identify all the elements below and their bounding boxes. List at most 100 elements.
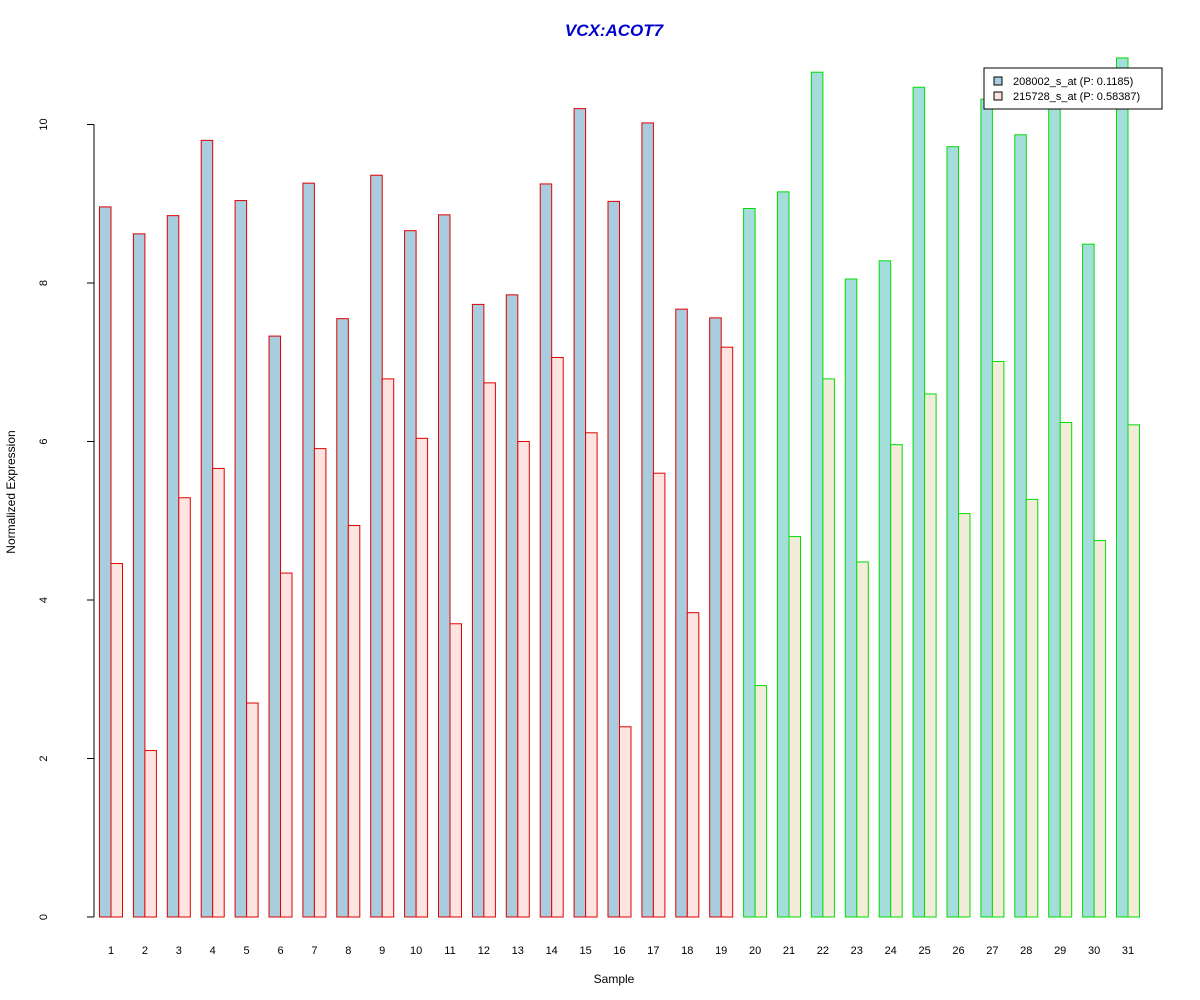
y-tick-label: 10: [38, 118, 50, 130]
bar-series-1-sample-16: [607, 200, 620, 918]
bar-series-2-sample-24: [890, 444, 903, 918]
bar-series-1-sample-17: [641, 122, 654, 918]
bar-series-1-sample-1: [99, 206, 112, 918]
x-tick-label: 7: [311, 945, 317, 957]
bar-series-1-sample-8: [336, 318, 349, 918]
x-tick-label: 1: [108, 945, 114, 957]
x-tick-label: 14: [546, 945, 558, 957]
x-tick-label: 12: [478, 945, 490, 957]
bar-series-1-sample-3: [166, 215, 180, 918]
x-tick-label: 9: [379, 945, 385, 957]
legend-label-series-1: 208002_s_at (P: 0.1185): [1013, 76, 1133, 88]
bar-series-1-sample-27: [980, 98, 993, 918]
bar-series-2-sample-23: [856, 561, 869, 918]
bar-series-1-sample-19: [709, 317, 722, 918]
x-tick-label: 11: [444, 945, 455, 957]
bar-series-1-sample-5: [234, 200, 248, 918]
x-tick-label: 25: [918, 945, 930, 957]
x-tick-label: 5: [244, 945, 250, 957]
bar-series-2-sample-2: [144, 750, 157, 918]
bar-series-1-sample-10: [404, 230, 417, 918]
x-tick-label: 24: [885, 945, 897, 957]
bar-series-2-sample-1: [110, 563, 123, 918]
y-tick-label: 2: [38, 755, 50, 761]
bar-series-1-sample-7: [302, 182, 315, 918]
x-tick-label: 20: [749, 945, 761, 957]
bar-series-2-sample-16: [619, 726, 632, 918]
bar-series-1-sample-24: [878, 260, 892, 918]
x-axis: 1 2 3 4 5 6 7 8 9 10 11 12 13 14 15 16 17 18 19 20 21 22 23 24 2…: [108, 945, 1134, 957]
x-tick-label: 6: [277, 945, 283, 957]
bar-series-2-sample-4: [212, 467, 225, 918]
legend: 208002_s_at (P: 0.1185) 215728_s_at (P: …: [983, 67, 1163, 110]
y-tick-label: 4: [38, 597, 50, 603]
x-tick-label: 16: [613, 945, 625, 957]
bar-series-1-sample-2: [132, 233, 146, 918]
bar-series-2-sample-10: [415, 437, 429, 918]
bar-series-1-sample-12: [471, 303, 485, 918]
bar-series-1-sample-9: [370, 174, 383, 918]
bar-series-2-sample-18: [686, 612, 700, 918]
x-tick-label: 29: [1054, 945, 1066, 957]
bar-series-2-sample-22: [822, 378, 835, 918]
bars-layer: [99, 57, 1140, 918]
x-tick-label: 21: [783, 945, 795, 957]
chart-title: VCX:ACOT7: [565, 21, 665, 40]
bar-series-2-sample-15: [585, 432, 598, 918]
legend-label-series-2: 215728_s_at (P: 0.58387): [1013, 91, 1140, 103]
bar-series-2-sample-17: [652, 472, 666, 918]
bar-series-1-sample-11: [438, 214, 451, 918]
bar-series-2-sample-13: [517, 441, 530, 918]
bar-series-1-sample-18: [675, 308, 688, 918]
bar-series-2-sample-3: [178, 497, 191, 918]
bar-series-2-sample-14: [551, 356, 564, 918]
x-axis-label: Sample: [594, 972, 635, 986]
bar-series-1-sample-23: [844, 278, 858, 918]
y-tick-label: 0: [38, 914, 50, 920]
bar-series-1-sample-6: [268, 335, 281, 918]
bar-series-2-sample-21: [788, 536, 801, 918]
bar-series-1-sample-4: [200, 139, 214, 918]
x-tick-label: 30: [1088, 945, 1100, 957]
bar-series-2-sample-20: [754, 685, 768, 918]
x-tick-label: 15: [579, 945, 591, 957]
y-tick-label: 6: [38, 438, 50, 444]
bar-series-2-sample-6: [280, 572, 293, 918]
bar-series-2-sample-28: [1025, 498, 1039, 918]
bar-series-2-sample-19: [720, 346, 734, 918]
bar-series-1-sample-15: [573, 108, 587, 918]
x-tick-label: 28: [1020, 945, 1032, 957]
bar-series-1-sample-26: [946, 146, 959, 918]
bar-series-1-sample-31: [1116, 57, 1129, 918]
bar-series-1-sample-30: [1082, 243, 1095, 918]
x-tick-label: 18: [681, 945, 693, 957]
bar-series-1-sample-21: [777, 191, 790, 918]
bar-series-2-sample-5: [246, 702, 259, 918]
bar-series-2-sample-8: [347, 525, 361, 918]
bar-series-1-sample-25: [912, 86, 926, 918]
legend-swatch-series-1: [993, 76, 1003, 86]
x-tick-label: 17: [647, 945, 659, 957]
y-axis-label: Normalized Expression: [4, 430, 18, 553]
x-tick-label: 2: [142, 945, 148, 957]
bar-series-2-sample-30: [1093, 540, 1107, 918]
x-tick-label: 26: [952, 945, 964, 957]
bar-series-1-sample-20: [743, 208, 756, 918]
bar-series-2-sample-11: [449, 623, 462, 918]
bar-series-1-sample-29: [1048, 108, 1061, 918]
legend-swatch-series-2: [993, 91, 1003, 101]
x-tick-label: 4: [210, 945, 216, 957]
bar-series-2-sample-31: [1127, 424, 1140, 918]
x-tick-label: 31: [1122, 945, 1134, 957]
x-tick-label: 22: [817, 945, 829, 957]
bar-series-1-sample-22: [810, 71, 824, 918]
legend-box: [983, 67, 1163, 110]
bar-series-2-sample-7: [313, 448, 327, 918]
y-tick-label: 8: [38, 280, 50, 286]
x-tick-label: 10: [410, 945, 422, 957]
bar-series-2-sample-9: [381, 378, 395, 918]
bar-series-2-sample-25: [924, 393, 937, 918]
bar-series-1-sample-13: [505, 294, 519, 918]
bar-series-2-sample-29: [1059, 421, 1073, 918]
